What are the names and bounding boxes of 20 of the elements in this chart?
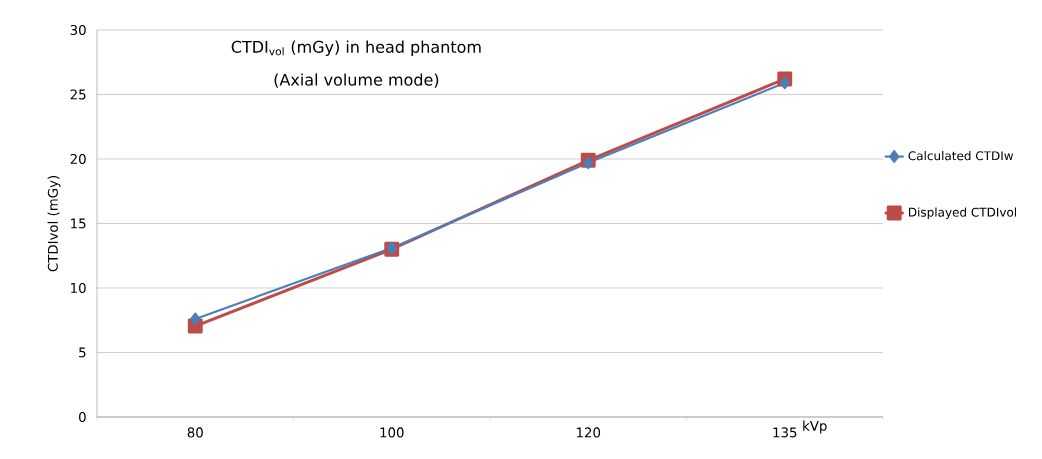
y-tick-label: 30 [70,24,86,36]
x-tick-label: 100 [380,427,404,438]
y-tick-label: 15 [71,218,86,229]
text: (Axial volume mode) [274,73,439,88]
y-tick-label: 10 [71,282,86,294]
text: CTDI$_{vol}$ (mGy) in head phantom [231,40,481,56]
y-tick-label: 25 [70,89,86,100]
y-tick-label: 0 [79,411,86,423]
x-tick-label: 120 [576,427,601,438]
x-tick-label: 135 [773,427,797,438]
y-tick-label: 5 [79,347,86,358]
y-axis-title: CTDIvol (mGy) [47,176,61,272]
x-axis-title: kVp [803,420,827,434]
point [779,76,790,90]
x-tick-label: 80 [187,427,203,438]
point [190,312,201,326]
legend-label: Displayed CTDIvol [909,207,1017,220]
y-tick-label: 20 [70,153,86,165]
legend-label: Calculated CTDIw [908,151,1014,161]
point [583,156,594,170]
